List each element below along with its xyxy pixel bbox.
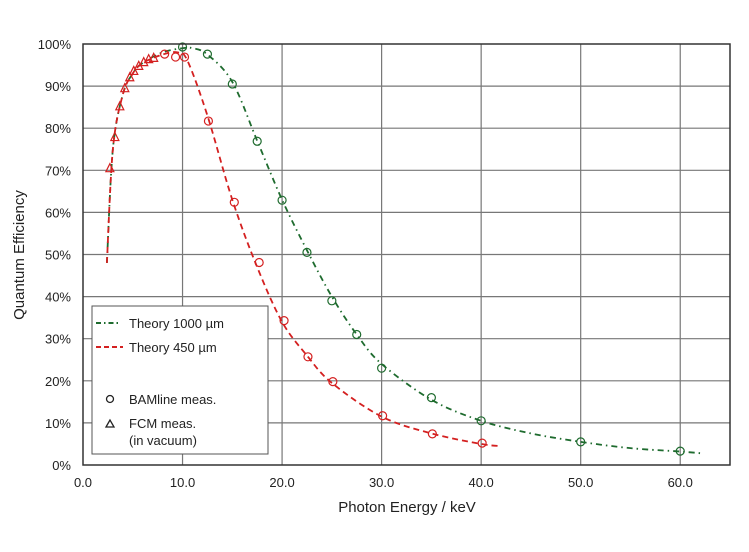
data-point-circle (227, 79, 237, 89)
data-point-circle (279, 315, 289, 326)
legend-fcm-note: (in vacuum) (129, 433, 197, 448)
plot-frame (82, 43, 731, 466)
data-point-circle (576, 437, 586, 447)
data-point-circle (229, 197, 239, 207)
legend-bamline: BAMline meas. (129, 392, 216, 407)
y-tick-label: 50% (45, 248, 71, 263)
theory-curve (105, 46, 701, 455)
data-point-triangle (109, 131, 120, 142)
data-point-circle (302, 247, 312, 257)
legend-circle-marker (105, 394, 115, 404)
data-point-circle (202, 49, 213, 59)
x-tick-label: 40.0 (468, 475, 493, 490)
data-point-circle (427, 429, 437, 439)
data-point-circle (426, 393, 436, 403)
data-point-circle (352, 329, 362, 340)
y-tick-label: 0% (52, 458, 71, 473)
x-tick-label: 50.0 (568, 475, 593, 490)
data-point-circle (170, 52, 181, 62)
y-tick-label: 70% (45, 163, 71, 178)
x-tick-label: 60.0 (668, 475, 693, 490)
data-point-circle (303, 352, 313, 362)
data-point-triangle (124, 71, 135, 82)
data-point-circle (675, 446, 685, 456)
y-tick-label: 30% (45, 332, 71, 347)
x-tick-label: 0.0 (74, 475, 92, 490)
data-point-circle (476, 416, 486, 426)
legend-theory-1000: Theory 1000 µm (129, 316, 224, 331)
data-point-triangle (114, 100, 125, 111)
data-point-circle (327, 296, 337, 306)
legend: Theory 1000 µm Theory 450 µm BAMline mea… (91, 305, 269, 455)
y-axis-label: Quantum Efficiency (11, 190, 28, 320)
x-axis-label: Photon Energy / keV (338, 499, 476, 516)
y-tick-label: 60% (45, 205, 71, 220)
data-point-circle (477, 438, 487, 448)
data-point-triangle (119, 82, 130, 93)
data-point-circle (254, 257, 264, 268)
data-point-circle (377, 363, 387, 373)
legend-theory-450: Theory 450 µm (129, 340, 217, 355)
data-point-circle (177, 42, 188, 52)
theory-curve (105, 51, 502, 447)
y-tick-label: 40% (45, 290, 71, 305)
data-point-circle (203, 116, 214, 126)
data-point-circle (252, 136, 262, 146)
data-point-circle (277, 195, 287, 205)
y-tick-label: 100% (38, 37, 72, 52)
x-tick-label: 30.0 (369, 475, 394, 490)
data-point-circle (160, 49, 170, 59)
y-tick-label: 10% (45, 416, 71, 431)
data-point-triangle (148, 52, 159, 62)
legend-triangle-marker (104, 418, 116, 428)
x-tick-label: 20.0 (269, 475, 294, 490)
y-tick-label: 90% (45, 79, 71, 94)
data-point-triangle (128, 65, 139, 76)
legend-box (91, 305, 269, 455)
data-point-circle (378, 411, 388, 421)
data-point-triangle (104, 162, 115, 173)
legend-fcm: FCM meas. (129, 416, 196, 431)
y-tick-label: 80% (45, 121, 71, 136)
data-point-circle (179, 52, 190, 62)
y-tick-label: 20% (45, 374, 71, 389)
data-point-circle (328, 377, 338, 387)
x-tick-label: 10.0 (170, 475, 195, 490)
